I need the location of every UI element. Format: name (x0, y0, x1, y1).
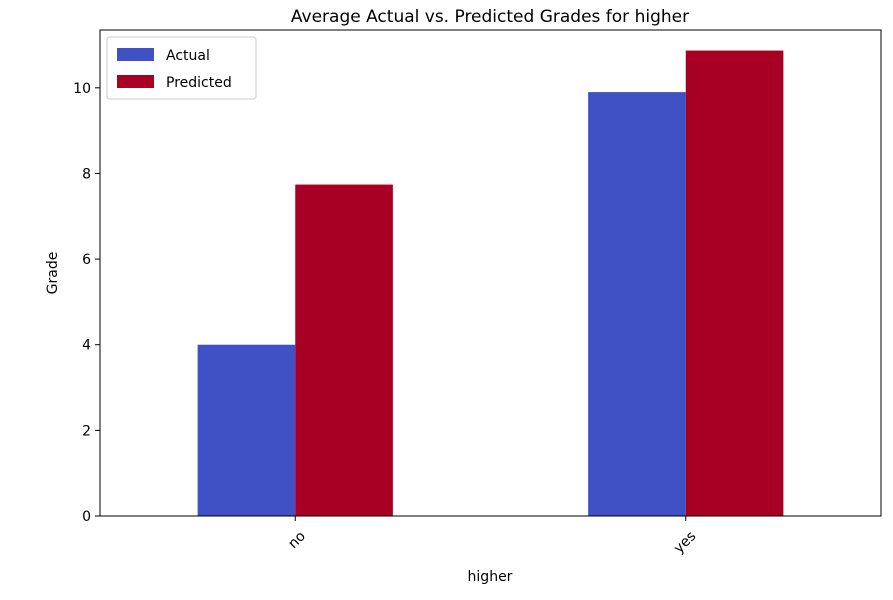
y-tick-label: 8 (82, 166, 91, 182)
y-tick-label: 10 (73, 81, 91, 97)
plot-frame (99, 29, 882, 517)
x-axis-label: higher (468, 569, 513, 585)
x-tick-label-yes: yes (671, 528, 699, 556)
bar-actual-no (197, 344, 296, 516)
legend-label-predicted: Predicted (166, 75, 232, 91)
y-axis: 0 2 4 6 8 10 (73, 81, 100, 525)
y-tick-label: 0 (82, 509, 91, 525)
legend-label-actual: Actual (166, 48, 210, 64)
legend-swatch-predicted (117, 75, 154, 88)
bar-predicted-yes (685, 50, 784, 516)
y-tick-label: 2 (82, 423, 91, 439)
y-axis-label: Grade (45, 252, 61, 295)
x-tick-label-no: no (285, 528, 309, 552)
y-tick-label: 4 (82, 338, 91, 354)
legend-swatch-actual (117, 48, 154, 61)
bars-layer (197, 50, 784, 516)
bar-predicted-no (295, 184, 393, 516)
legend: Actual Predicted (106, 36, 257, 100)
x-axis: no yes (285, 516, 699, 557)
bar-actual-yes (588, 92, 686, 516)
y-tick-label: 6 (82, 252, 91, 268)
chart-title: Average Actual vs. Predicted Grades for … (291, 7, 689, 27)
